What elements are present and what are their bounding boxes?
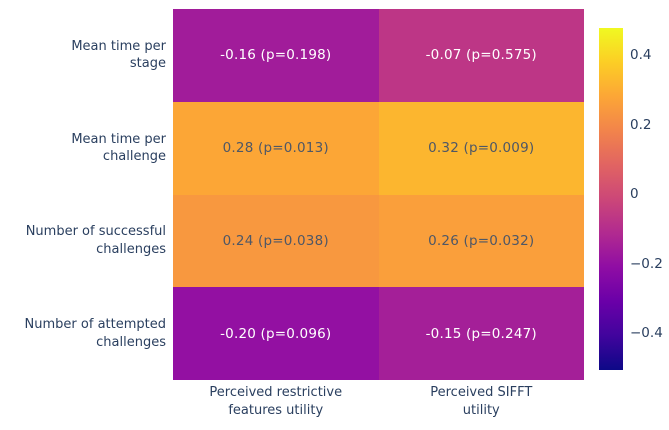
- x-axis-label: Perceived restrictive features utility: [173, 384, 379, 420]
- colorbar-tick-label: 0.4: [630, 47, 652, 64]
- x-axis-label-line: utility: [462, 403, 500, 418]
- colorbar-tick-label: −0.2: [630, 255, 663, 272]
- colorbar-tick-label: 0: [630, 186, 639, 203]
- heatmap-cell[interactable]: -0.15 (p=0.247): [378, 287, 584, 380]
- y-axis-label-line: challenges: [96, 241, 166, 257]
- heatmap-cell[interactable]: -0.16 (p=0.198): [173, 9, 379, 102]
- y-axis-label: Number of attempted challenges: [0, 287, 166, 380]
- y-axis-label: Number of successful challenges: [0, 195, 166, 288]
- heatmap-cell[interactable]: 0.24 (p=0.038): [173, 194, 379, 288]
- heatmap-cell[interactable]: 0.28 (p=0.013): [173, 101, 379, 195]
- x-axis-label: Perceived SIFFT utility: [379, 384, 585, 420]
- colorbar-gradient: [599, 28, 623, 370]
- y-axis-label-line: stage: [129, 56, 166, 72]
- y-axis-label-line: challenges: [96, 334, 166, 350]
- colorbar-tick-label: −0.4: [630, 325, 663, 342]
- x-axis-label-line: Perceived SIFFT: [430, 385, 533, 400]
- y-axis-label-line: Mean time per: [71, 38, 166, 54]
- colorbar-tick-label: 0.2: [630, 116, 652, 133]
- y-axis-label-line: Number of attempted: [24, 317, 166, 333]
- y-axis-label: Mean time per stage: [0, 9, 166, 102]
- heatmap-cell[interactable]: -0.07 (p=0.575): [378, 9, 584, 102]
- y-axis-label: Mean time per challenge: [0, 102, 166, 195]
- y-axis-label-line: challenge: [102, 149, 166, 165]
- y-axis-label-line: Mean time per: [71, 131, 166, 147]
- y-axis-label-line: Number of successful: [25, 224, 166, 240]
- heatmap-grid: -0.16 (p=0.198) -0.07 (p=0.575) 0.28 (p=0.…: [173, 9, 584, 380]
- heatmap-cell[interactable]: 0.32 (p=0.009): [378, 101, 584, 195]
- x-axis-label-line: Perceived restrictive: [209, 385, 343, 400]
- heatmap-cell[interactable]: 0.26 (p=0.032): [378, 194, 584, 288]
- x-axis-label-line: features utility: [228, 403, 324, 418]
- heatmap-cell[interactable]: -0.20 (p=0.096): [173, 287, 379, 380]
